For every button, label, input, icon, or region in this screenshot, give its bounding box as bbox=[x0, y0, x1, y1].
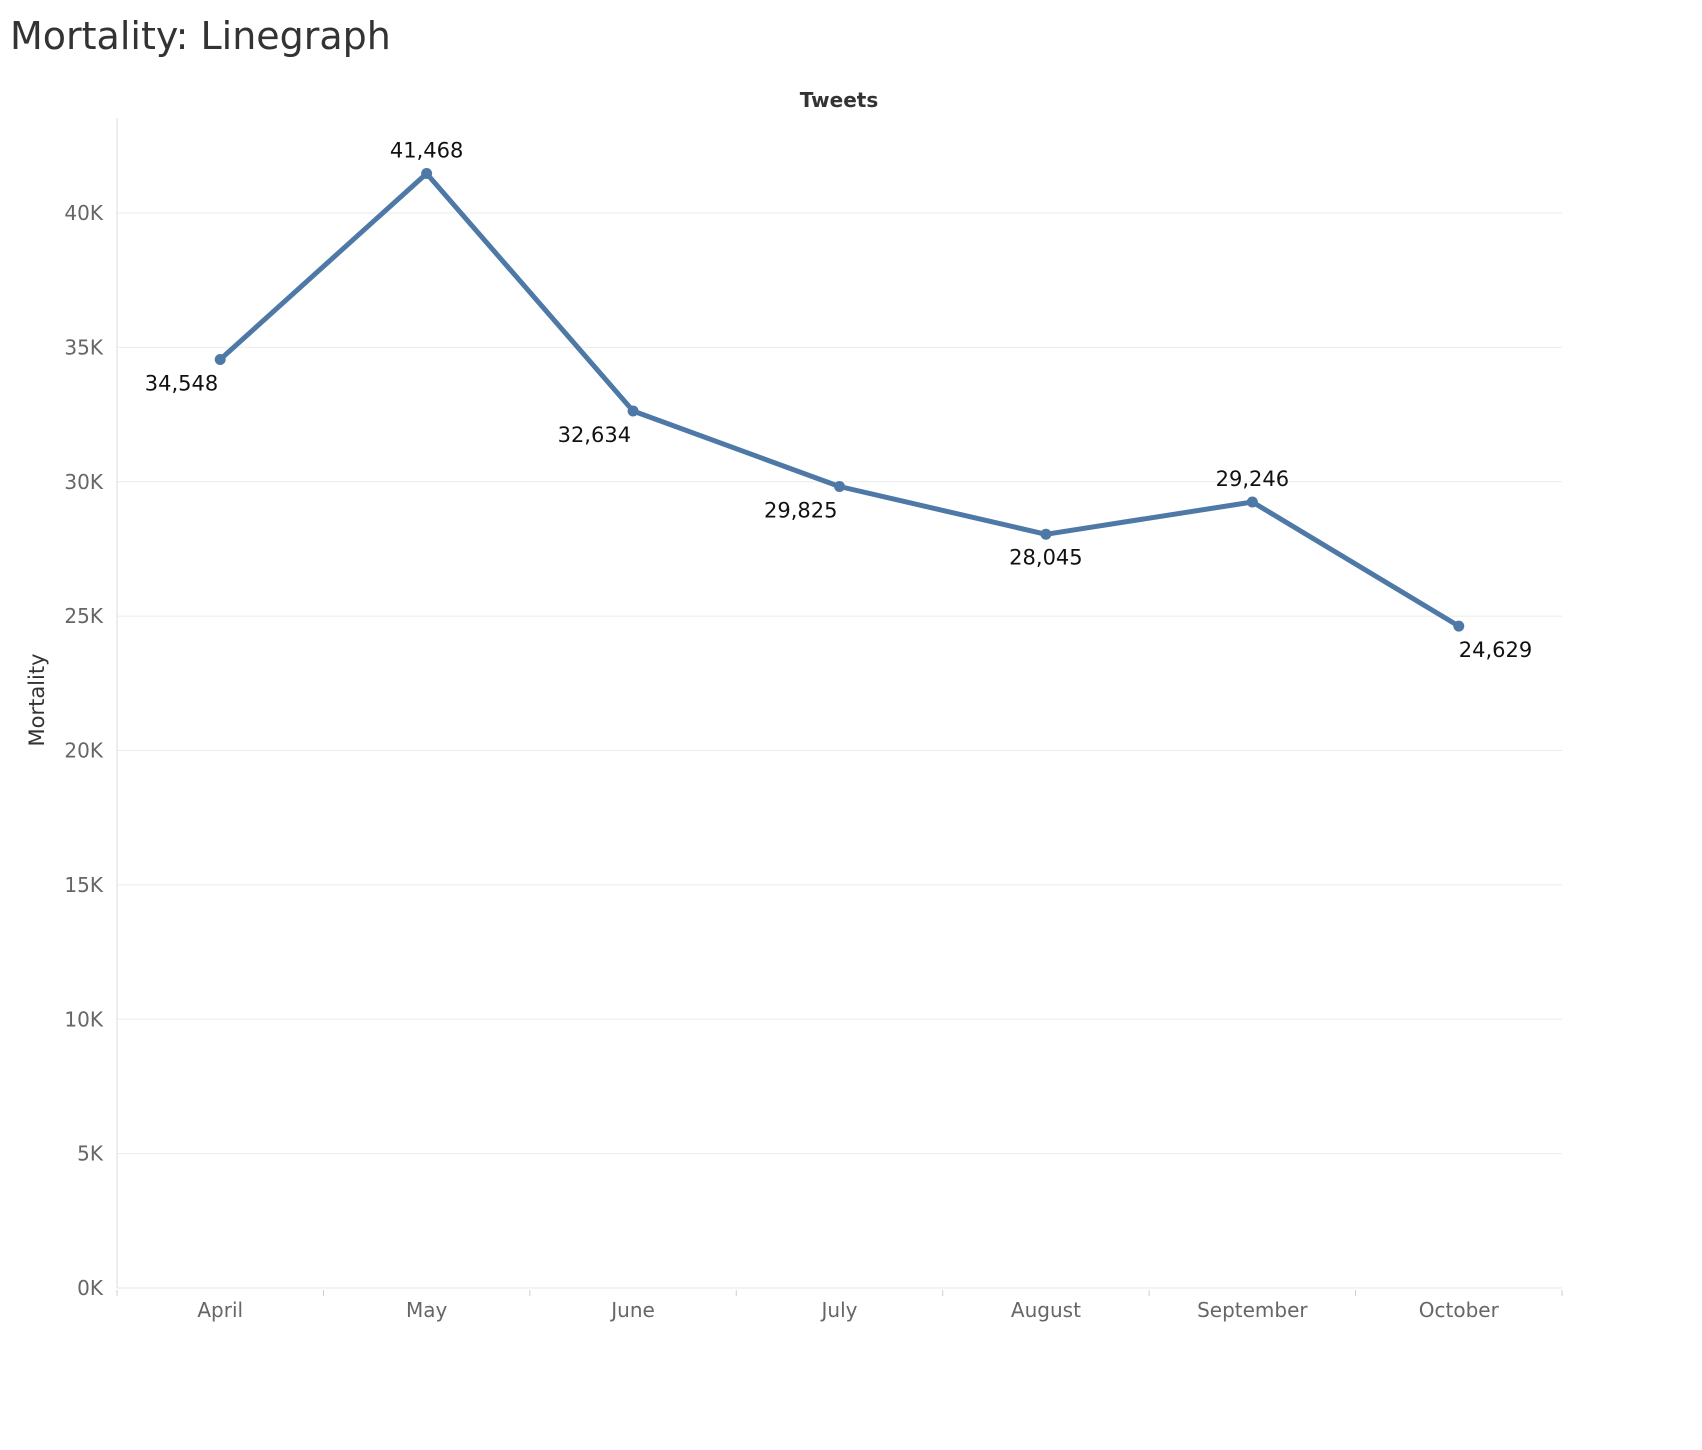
x-tick-label: June bbox=[609, 1298, 655, 1322]
data-point bbox=[1246, 496, 1258, 508]
data-label: 32,634 bbox=[558, 423, 631, 447]
data-point bbox=[834, 480, 845, 492]
x-tick-label: April bbox=[197, 1298, 243, 1322]
y-tick-label: 5K bbox=[77, 1142, 104, 1166]
data-point bbox=[421, 168, 433, 180]
x-tick-labels: April May June July August September October bbox=[197, 1298, 1499, 1322]
x-tick-label: October bbox=[1419, 1298, 1500, 1322]
y-tick-label: 40K bbox=[64, 201, 103, 225]
chart-subtitle: Tweets bbox=[800, 88, 879, 112]
y-tick-label: 0K bbox=[77, 1276, 104, 1300]
y-tick-label: 25K bbox=[64, 604, 103, 628]
y-tick-labels: 0K 5K 10K 15K 20K 25K 30K 35K 40K bbox=[64, 201, 103, 1300]
series bbox=[217, 171, 1462, 629]
y-tick-label: 20K bbox=[64, 739, 103, 763]
y-tick-label: 15K bbox=[64, 873, 103, 897]
data-label: 29,246 bbox=[1216, 467, 1289, 491]
data-label: 24,629 bbox=[1459, 638, 1532, 662]
axes bbox=[116, 118, 1563, 1296]
y-axis-label: Mortality bbox=[25, 653, 49, 746]
y-tick-label: 35K bbox=[64, 335, 103, 359]
data-labels: 34,548 41,468 32,634 29,825 28,045 29,246 24,6… bbox=[145, 139, 1533, 663]
grid-lines bbox=[117, 212, 1562, 1289]
data-label: 29,825 bbox=[764, 498, 837, 522]
x-tick-label: May bbox=[406, 1298, 448, 1322]
data-label: 28,045 bbox=[1009, 545, 1082, 569]
series-line-mortality bbox=[217, 171, 1462, 629]
x-tick-label: August bbox=[1011, 1298, 1081, 1322]
x-tick-label: July bbox=[820, 1298, 858, 1322]
x-tick-label: September bbox=[1197, 1298, 1308, 1322]
data-point bbox=[1453, 620, 1465, 632]
data-point bbox=[214, 354, 226, 366]
data-points bbox=[214, 168, 1465, 632]
data-point bbox=[627, 405, 639, 417]
data-label: 41,468 bbox=[390, 139, 463, 163]
page-title: Mortality: Linegraph bbox=[10, 14, 391, 58]
y-tick-label: 10K bbox=[64, 1007, 103, 1031]
data-point bbox=[1040, 528, 1052, 540]
data-label: 34,548 bbox=[145, 372, 218, 396]
y-tick-label: 30K bbox=[64, 470, 103, 494]
